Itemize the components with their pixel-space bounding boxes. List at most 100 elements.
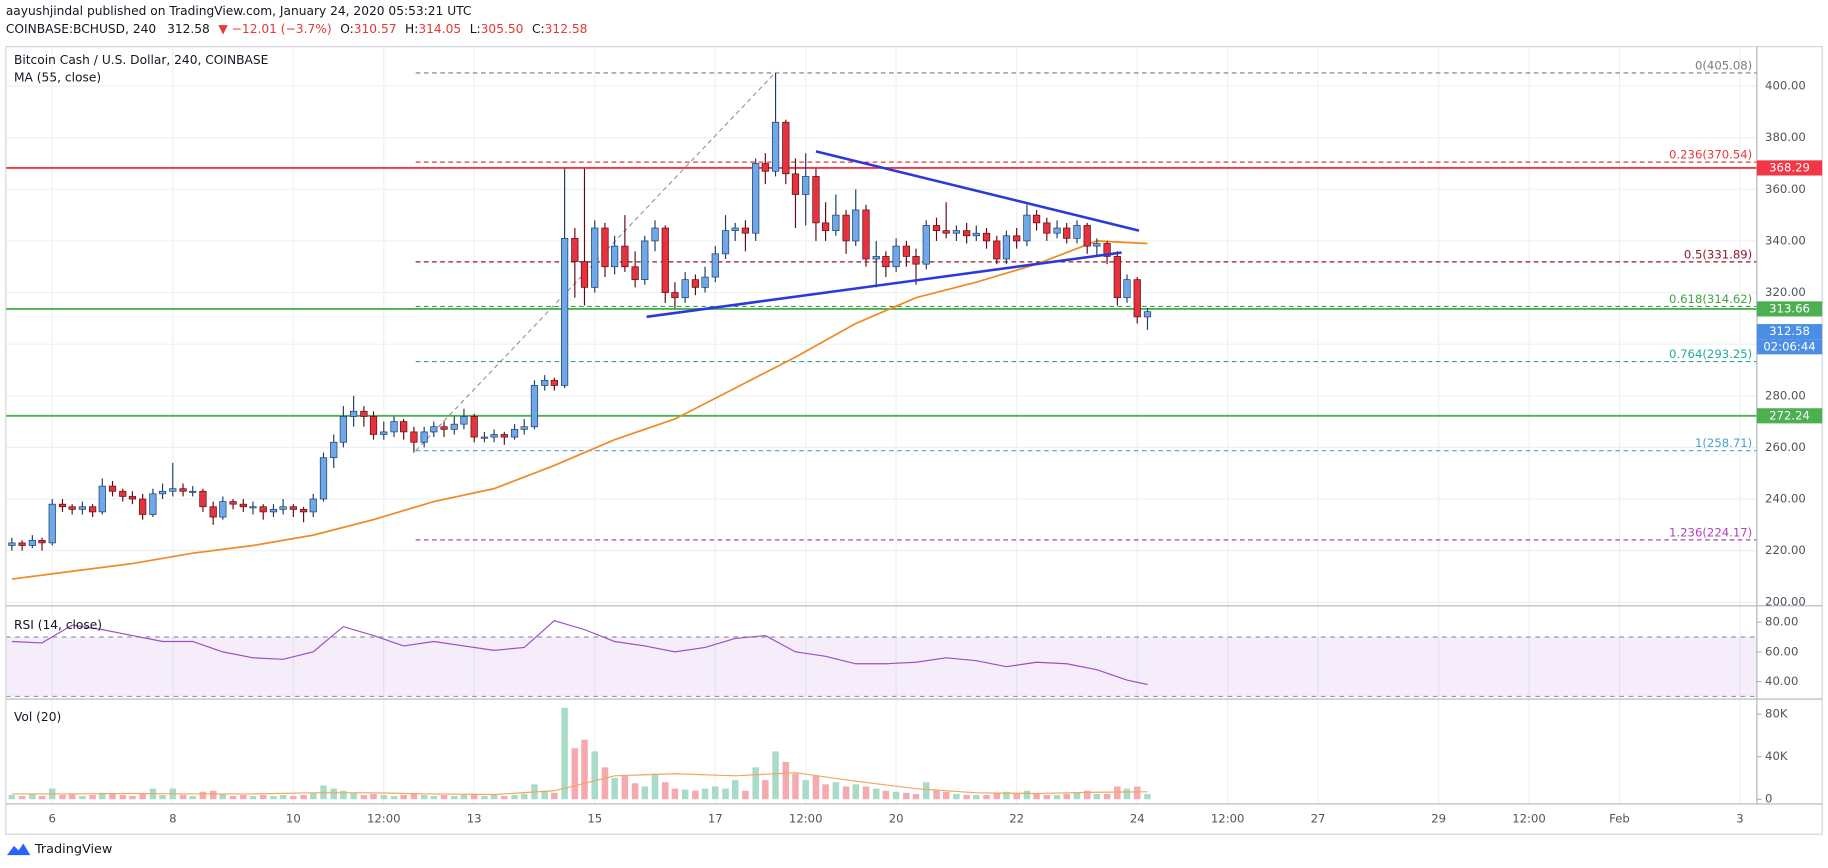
candle-body: [158, 490, 167, 495]
volume-bar: [591, 751, 599, 800]
volume-bar: [249, 796, 257, 800]
price-tag: [1756, 301, 1823, 317]
candle-body: [360, 410, 368, 417]
volume-bar: [279, 794, 287, 800]
volume-ma: [11, 772, 1148, 796]
candle-body: [350, 410, 358, 417]
candle-body: [752, 163, 760, 234]
candle-body: [942, 230, 950, 234]
candle-body: [390, 421, 398, 433]
volume-bar: [209, 790, 217, 800]
candle-body: [842, 214, 850, 242]
volume-bar: [581, 739, 588, 800]
grid-layer: [5, 46, 1757, 804]
candle-body: [149, 493, 157, 515]
volume-bar: [18, 796, 26, 800]
rsi-tick-label: 80.00: [1765, 615, 1798, 629]
volume-bar: [701, 788, 709, 800]
candle-body: [1123, 279, 1131, 299]
candle-body: [189, 490, 197, 493]
candle-body: [1032, 214, 1041, 224]
volume-bar: [410, 793, 418, 800]
volume-bar: [390, 796, 398, 800]
volume-bar: [520, 793, 528, 800]
brand: TradingView: [34, 842, 112, 857]
price-tag-label: 368.29: [1769, 160, 1810, 174]
chart-title: Bitcoin Cash / U.S. Dollar, 240, COINBAS…: [14, 53, 268, 67]
candle-body: [641, 240, 649, 280]
candle-body: [420, 431, 428, 443]
ohlc-value: 310.57: [354, 22, 397, 36]
candle-body: [1103, 243, 1111, 257]
candle-body: [269, 508, 278, 513]
volume-bar: [722, 788, 729, 800]
fib-label: 0.764(293.25): [1669, 347, 1752, 361]
candle-body: [450, 423, 458, 430]
rsi-legend: RSI (14, close): [14, 618, 102, 632]
y-tick-label: 240.00: [1765, 492, 1806, 506]
ohlc-key: C:: [532, 22, 545, 36]
candle-body: [68, 506, 76, 510]
candle-body: [731, 227, 739, 231]
x-tick-label: 12:00: [367, 812, 401, 826]
volume-bar: [762, 780, 769, 800]
countdown-label: 02:06:44: [1763, 339, 1815, 353]
candle-body: [490, 434, 498, 438]
volume-bar: [1033, 793, 1040, 800]
volume-bar: [692, 790, 699, 800]
volume-bar: [501, 796, 508, 800]
candle-body: [440, 426, 448, 430]
volume-bar: [189, 796, 196, 800]
y-tick-label: 340.00: [1765, 233, 1806, 247]
y-tick-label: 200.00: [1765, 595, 1806, 609]
rsi-tick-label: 60.00: [1765, 644, 1798, 658]
header-line: aayushjindal published on TradingView.co…: [6, 4, 472, 18]
volume-bar: [440, 794, 448, 800]
candle-body: [932, 225, 941, 231]
fib-trend: [415, 72, 776, 452]
candle-body: [892, 245, 900, 268]
volume-tick-label: 0: [1765, 792, 1772, 806]
volume-bar: [350, 792, 357, 800]
candle-body: [380, 431, 388, 435]
candle-body: [319, 457, 328, 500]
volume-bar: [1053, 794, 1061, 800]
candle-body: [580, 261, 589, 288]
candle-body: [721, 230, 730, 255]
volume-bar: [1063, 793, 1070, 800]
candle-body: [369, 416, 378, 435]
candle-body: [550, 379, 558, 386]
candle-body: [480, 436, 489, 439]
volume-bar: [772, 751, 779, 800]
x-tick-label: 8: [169, 812, 176, 826]
volume-bar: [330, 788, 338, 800]
volume-bar: [541, 790, 548, 800]
candle-body: [28, 539, 36, 546]
candle-body: [330, 441, 338, 459]
ohlc-key: H:: [405, 22, 418, 36]
candle-body: [229, 501, 237, 505]
candle-body: [691, 279, 700, 288]
volume-bar: [822, 784, 829, 800]
candle-body: [711, 253, 719, 278]
volume-bar: [983, 794, 990, 800]
candle-body: [78, 506, 86, 510]
candle-body: [741, 227, 750, 234]
candle-body: [812, 176, 820, 224]
candle-body: [139, 498, 147, 515]
volume-bar: [1133, 786, 1141, 800]
candle-body: [681, 279, 689, 299]
candle-body: [430, 426, 438, 433]
candle-body: [1133, 279, 1141, 318]
candle-body: [862, 209, 870, 260]
volume-bar: [8, 794, 16, 800]
volume-bar: [380, 794, 388, 800]
volume-bar: [973, 794, 980, 800]
volume-bar: [511, 794, 518, 800]
volume-bar: [460, 794, 468, 800]
candle-body: [972, 232, 980, 237]
volume-bar: [240, 794, 247, 800]
y-tick-label: 260.00: [1765, 440, 1806, 454]
volume-bar: [290, 796, 297, 800]
